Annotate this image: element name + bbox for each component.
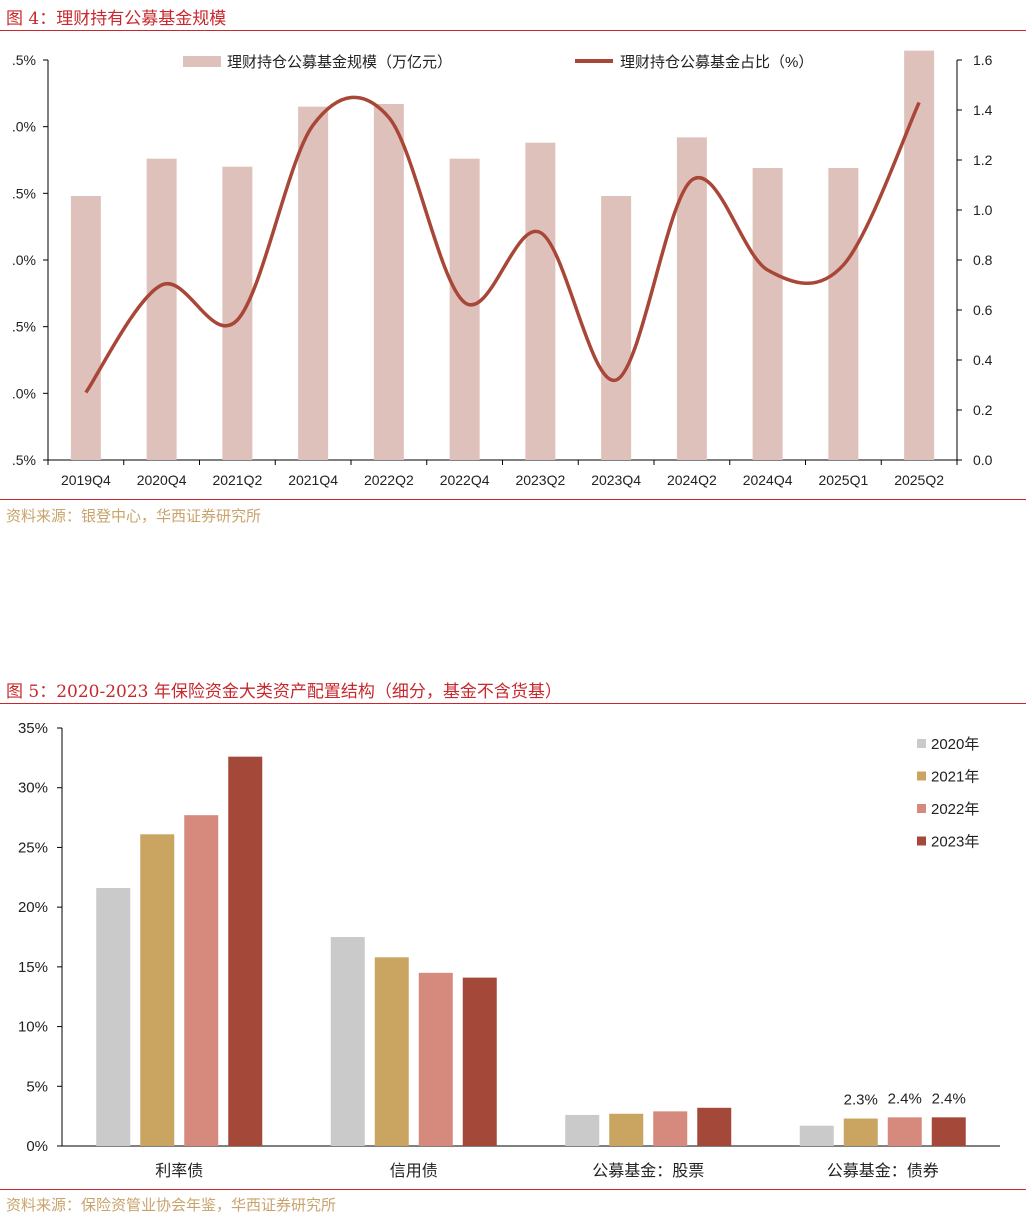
x-tick-label: 2022Q4 xyxy=(440,472,490,488)
x-tick-label: 2023Q2 xyxy=(515,472,565,488)
bar-2023年 xyxy=(931,1117,966,1146)
x-tick-label: 公募基金：债券 xyxy=(827,1162,939,1180)
bar-2023年 xyxy=(462,977,497,1146)
data-label: 2.4% xyxy=(888,1090,922,1107)
y-tick-label: 0% xyxy=(26,1138,48,1155)
right-tick-label: 1.0 xyxy=(973,202,993,218)
figure5-title-rule xyxy=(0,703,1026,704)
x-tick-label: 2022Q2 xyxy=(364,472,414,488)
right-tick-label: 0.4 xyxy=(973,352,993,368)
bar-2020年 xyxy=(330,937,365,1146)
legend-label-2020年: 2020年 xyxy=(931,736,979,753)
bar-scale xyxy=(676,137,707,460)
right-tick-label: 0.2 xyxy=(973,402,993,418)
figure5-source: 资料来源：保险资管业协会年鉴，华西证券研究所 xyxy=(6,1196,337,1214)
figure4-chart: .5% .0% .5% .0% .5% .0% .5% 0.0 0.2 0.4 0.6 0.8 1.0 1… xyxy=(12,50,993,488)
figure4-title: 图 4：理财持有公募基金规模 xyxy=(6,9,227,29)
legend-swatch-2023年 xyxy=(917,836,926,846)
left-tick-label: .5% xyxy=(12,52,36,68)
figure4-bottom-rule xyxy=(0,499,1026,500)
x-tick-label: 2025Q2 xyxy=(894,472,944,488)
bar-scale xyxy=(70,196,101,460)
x-tick-label: 2023Q4 xyxy=(591,472,641,488)
left-tick-label: .0% xyxy=(12,385,36,401)
y-tick-label: 15% xyxy=(18,959,48,976)
left-tick-label: .5% xyxy=(12,185,36,201)
y-tick-label: 25% xyxy=(18,839,48,856)
bar-2021年 xyxy=(374,957,409,1146)
data-label: 2.4% xyxy=(932,1090,966,1107)
right-tick-label: 1.2 xyxy=(973,152,993,168)
bar-2022年 xyxy=(887,1117,922,1146)
left-tick-label: .0% xyxy=(12,119,36,135)
right-tick-label: 1.6 xyxy=(973,52,993,68)
bar-scale xyxy=(298,106,329,461)
x-tick-label: 公募基金：股票 xyxy=(592,1162,704,1180)
right-tick-label: 0.0 xyxy=(973,452,993,468)
right-tick-label: 1.4 xyxy=(973,102,993,118)
legend-label-2021年: 2021年 xyxy=(931,769,979,786)
bar-2023年 xyxy=(228,756,263,1146)
bar-2020年 xyxy=(799,1125,834,1146)
left-tick-label: .5% xyxy=(12,319,36,335)
series-line-ratio xyxy=(84,95,921,394)
bar-scale xyxy=(146,158,177,460)
x-tick-label: 2021Q2 xyxy=(212,472,262,488)
x-tick-label: 2025Q1 xyxy=(818,472,868,488)
left-tick-label: .5% xyxy=(12,452,36,468)
legend-swatch-2020年 xyxy=(917,739,926,748)
bar-2022年 xyxy=(418,972,453,1146)
legend-swatch-2021年 xyxy=(917,771,926,781)
legend-label-2023年: 2023年 xyxy=(931,834,979,851)
y-tick-label: 10% xyxy=(18,1019,48,1036)
bar-scale xyxy=(601,196,632,460)
x-tick-label: 2020Q4 xyxy=(137,472,187,488)
right-tick-label: 0.8 xyxy=(973,252,993,268)
y-tick-label: 20% xyxy=(18,899,48,916)
y-tick-label: 30% xyxy=(18,780,48,797)
bar-scale xyxy=(525,142,556,460)
right-tick-label: 0.6 xyxy=(973,302,993,318)
x-tick-label: 信用债 xyxy=(390,1162,438,1180)
bar-2021年 xyxy=(140,834,175,1146)
bar-scale xyxy=(828,168,859,460)
bar-scale xyxy=(222,166,253,460)
figure5-bottom-rule xyxy=(0,1189,1026,1190)
bar-2023年 xyxy=(697,1107,732,1146)
figure5-chart: 0% 5% 10% 15% 20% 25% 30% 35% 利率债 信用债 公募基金：股票 公募基金：… xyxy=(18,720,1000,1180)
legend-label-ratio: 理财持仓公募基金占比（%） xyxy=(620,54,813,71)
bar-2021年 xyxy=(843,1118,878,1146)
figure5-title: 图 5：2020-2023 年保险资金大类资产配置结构（细分，基金不含货基） xyxy=(6,682,562,702)
legend-label-2022年: 2022年 xyxy=(931,801,979,818)
x-tick-label: 2019Q4 xyxy=(61,472,111,488)
bar-2020年 xyxy=(96,888,131,1146)
y-tick-label: 35% xyxy=(18,720,48,737)
bar-2020年 xyxy=(565,1114,600,1146)
x-tick-label: 利率债 xyxy=(155,1162,203,1180)
data-label: 2.3% xyxy=(844,1092,878,1109)
figure4-source: 资料来源：银登中心，华西证券研究所 xyxy=(6,507,262,525)
legend-swatch-scale xyxy=(183,56,221,67)
y-tick-label: 5% xyxy=(26,1078,48,1095)
bar-scale xyxy=(373,104,404,460)
bar-2022年 xyxy=(184,815,219,1146)
bar-scale xyxy=(904,50,935,461)
bar-scale xyxy=(449,158,480,460)
x-tick-label: 2024Q4 xyxy=(743,472,793,488)
bar-2022年 xyxy=(653,1111,688,1146)
legend-label-scale: 理财持仓公募基金规模（万亿元） xyxy=(227,54,452,71)
left-tick-label: .0% xyxy=(12,252,36,268)
x-tick-label: 2024Q2 xyxy=(667,472,717,488)
x-tick-label: 2021Q4 xyxy=(288,472,338,488)
legend-swatch-2022年 xyxy=(917,804,926,813)
bar-scale xyxy=(752,168,783,460)
figure4-title-rule xyxy=(0,30,1026,31)
bar-2021年 xyxy=(609,1113,644,1146)
